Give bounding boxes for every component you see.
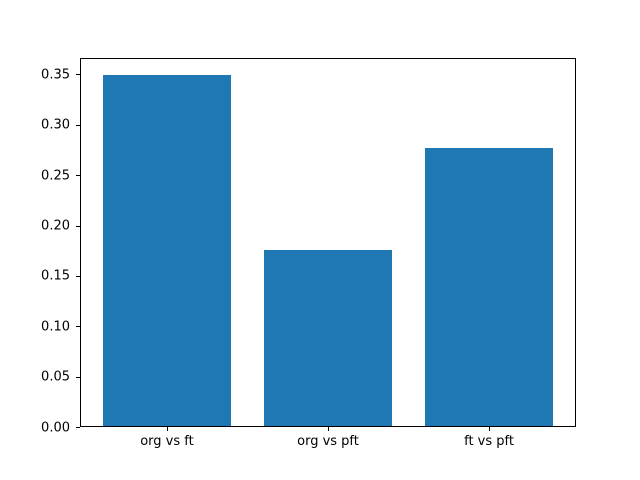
y-tick-mark (76, 175, 80, 177)
y-tick-label: 0.10 (41, 319, 70, 335)
x-tick-mark (489, 427, 491, 432)
x-tick-label: ft vs pft (464, 434, 514, 450)
y-tick-label: 0.35 (41, 67, 70, 83)
y-tick-mark (76, 376, 80, 378)
y-tick-label: 0.25 (41, 168, 70, 184)
y-tick-label: 0.30 (41, 117, 70, 133)
y-tick-mark (76, 326, 80, 328)
x-tick-label: org vs pft (297, 434, 359, 450)
x-tick-mark (166, 427, 168, 432)
bar-org-vs-ft (102, 75, 232, 427)
y-tick-mark (76, 225, 80, 227)
x-tick-mark (328, 427, 329, 432)
x-tick-label: org vs ft (140, 434, 194, 450)
y-tick-mark (76, 275, 80, 277)
y-tick-label: 0.00 (41, 420, 70, 436)
bar-org-vs-pft (263, 249, 393, 427)
y-tick-mark (76, 124, 80, 126)
y-tick-mark (76, 74, 80, 76)
y-tick-label: 0.20 (41, 218, 70, 234)
y-tick-label: 0.05 (41, 369, 70, 385)
bar-ft-vs-pft (424, 147, 554, 427)
y-tick-mark (76, 427, 80, 429)
y-tick-label: 0.15 (41, 268, 70, 284)
